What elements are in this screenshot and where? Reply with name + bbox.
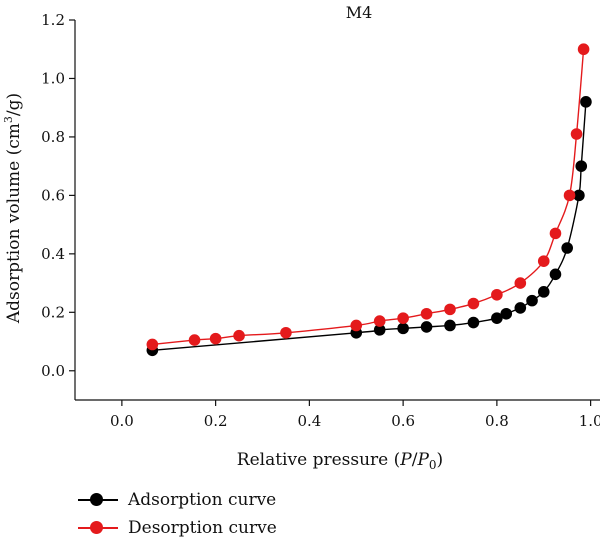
data-point — [397, 322, 409, 335]
data-point — [373, 315, 386, 327]
legend-item-desorption: Desorption curve — [78, 514, 277, 542]
data-point — [573, 189, 585, 202]
data-point — [188, 334, 201, 346]
y-tick-label: 0.4 — [41, 245, 65, 263]
x-tick-label: 1.0 — [579, 412, 600, 430]
data-point — [549, 227, 562, 240]
data-point — [570, 128, 583, 140]
data-point — [420, 321, 433, 333]
y-tick-label: 1.0 — [41, 69, 65, 87]
y-tick-label: 0.0 — [41, 362, 65, 380]
data-point — [420, 307, 433, 320]
data-point — [514, 302, 527, 314]
data-point — [500, 307, 513, 320]
data-point — [444, 319, 456, 332]
data-point — [575, 160, 588, 172]
data-point — [580, 96, 592, 108]
x-tick-label: 0.6 — [391, 412, 415, 430]
y-tick-label: 0.6 — [41, 186, 65, 204]
x-tick-label: 0.8 — [485, 412, 509, 430]
x-tick-label: 0.4 — [297, 412, 321, 430]
x-ticks: 0.0 0.2 0.4 0.6 0.8 1.0 — [110, 400, 600, 430]
legend: Adsorption curve Desorption curve — [78, 486, 277, 542]
data-point — [537, 286, 550, 298]
data-point — [526, 294, 538, 307]
legend-item-adsorption: Adsorption curve — [78, 486, 277, 514]
y-tick-label: 0.8 — [41, 128, 65, 146]
data-point — [561, 242, 573, 254]
chart-title: M4 — [346, 3, 373, 22]
legend-swatch-adsorption — [78, 493, 118, 507]
data-point — [549, 268, 562, 281]
y-tick-label: 1.2 — [41, 11, 65, 29]
y-tick-label: 0.2 — [41, 303, 65, 321]
data-point — [491, 312, 503, 324]
data-point — [397, 312, 409, 324]
data-point — [146, 338, 159, 351]
y-axis-label: Adsorption volume (cm3/g) — [2, 93, 24, 324]
data-point — [467, 316, 480, 329]
data-point — [373, 324, 386, 336]
data-point — [467, 297, 480, 310]
data-point — [280, 326, 292, 339]
x-axis-label: Relative pressure (P/P0) — [237, 450, 443, 472]
x-tick-label: 0.0 — [110, 412, 134, 430]
series-line-1 — [152, 49, 585, 346]
data-point — [537, 255, 550, 267]
data-point — [577, 43, 590, 56]
data-point — [233, 329, 245, 342]
data-point — [563, 189, 576, 202]
y-ticks: 0.0 0.2 0.4 0.6 0.8 1.0 1.2 — [41, 11, 75, 380]
data-point — [514, 277, 527, 289]
data-point — [350, 319, 363, 332]
legend-label-adsorption: Adsorption curve — [128, 490, 277, 510]
x-tick-label: 0.2 — [204, 412, 228, 430]
markers — [146, 43, 592, 357]
data-point — [491, 288, 503, 301]
legend-label-desorption: Desorption curve — [128, 518, 277, 538]
data-point — [209, 332, 222, 345]
data-point — [444, 303, 456, 316]
legend-swatch-desorption — [78, 521, 118, 535]
